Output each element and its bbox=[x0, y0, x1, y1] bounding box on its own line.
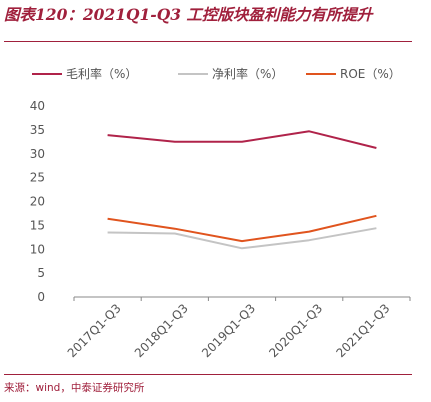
y-tick-label: 30 bbox=[30, 147, 45, 161]
series-line-1 bbox=[107, 130, 377, 149]
legend-label: 净利率（%） bbox=[212, 66, 283, 81]
x-tick-label: 2021Q1-Q3 bbox=[334, 301, 393, 360]
legend-label: 毛利率（%） bbox=[66, 66, 137, 81]
series-line-3 bbox=[107, 214, 377, 243]
footer-divider bbox=[4, 374, 412, 375]
y-tick-label: 35 bbox=[30, 123, 45, 137]
chart-title: 图表120：2021Q1-Q3 工控版块盈利能力有所提升 bbox=[4, 5, 373, 24]
y-tick-label: 15 bbox=[30, 218, 45, 232]
series-layer bbox=[107, 130, 377, 250]
axes: 0 5 10 15 20 25 30 35 40 2017Q1-Q3 2018Q1-Q3 2019Q1… bbox=[30, 99, 411, 360]
series-line-2 bbox=[107, 227, 377, 250]
y-tick-label: 40 bbox=[30, 99, 45, 113]
y-tick-label: 5 bbox=[37, 266, 45, 280]
y-tick-label: 0 bbox=[37, 290, 45, 304]
x-tick-label: 2019Q1-Q3 bbox=[199, 301, 258, 360]
y-tick-label: 20 bbox=[30, 195, 45, 209]
source-note: 来源：wind，中泰证券研究所 bbox=[4, 382, 145, 394]
x-tick-label: 2020Q1-Q3 bbox=[266, 301, 325, 360]
y-tick-label: 10 bbox=[30, 242, 45, 256]
x-tick-label: 2018Q1-Q3 bbox=[132, 301, 191, 360]
legend-label: ROE（%） bbox=[340, 67, 401, 81]
x-tick-label: 2017Q1-Q3 bbox=[65, 301, 124, 360]
y-tick-label: 25 bbox=[30, 171, 45, 185]
legend: 毛利率（%） 净利率（%） ROE（%） bbox=[32, 66, 401, 81]
title-divider bbox=[4, 41, 412, 42]
